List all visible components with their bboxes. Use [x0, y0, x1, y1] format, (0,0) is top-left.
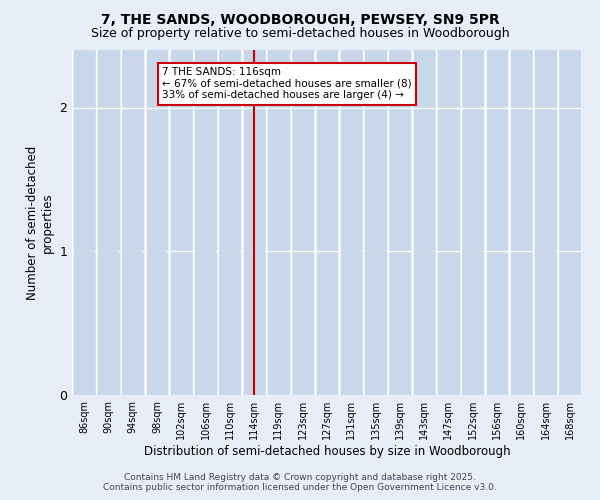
- Bar: [146, 251, 167, 395]
- Bar: [195, 50, 216, 395]
- Bar: [268, 50, 289, 395]
- Y-axis label: Number of semi-detached
properties: Number of semi-detached properties: [26, 146, 53, 300]
- Bar: [317, 50, 337, 395]
- Bar: [74, 50, 95, 395]
- Bar: [535, 251, 556, 395]
- Bar: [462, 50, 483, 395]
- Bar: [365, 251, 386, 395]
- Text: Contains HM Land Registry data © Crown copyright and database right 2025.
Contai: Contains HM Land Registry data © Crown c…: [103, 473, 497, 492]
- Bar: [414, 50, 434, 395]
- Bar: [244, 251, 265, 395]
- Text: 7, THE SANDS, WOODBOROUGH, PEWSEY, SN9 5PR: 7, THE SANDS, WOODBOROUGH, PEWSEY, SN9 5…: [101, 12, 499, 26]
- Bar: [98, 251, 119, 395]
- Bar: [171, 50, 192, 395]
- Bar: [195, 251, 216, 395]
- Bar: [365, 50, 386, 395]
- Bar: [559, 50, 580, 395]
- Bar: [244, 50, 265, 395]
- Bar: [389, 50, 410, 395]
- Bar: [511, 50, 532, 395]
- Bar: [487, 50, 508, 395]
- Bar: [438, 50, 459, 395]
- Bar: [414, 251, 434, 395]
- Bar: [122, 50, 143, 395]
- Bar: [98, 50, 119, 395]
- Bar: [341, 50, 362, 395]
- X-axis label: Distribution of semi-detached houses by size in Woodborough: Distribution of semi-detached houses by …: [143, 445, 511, 458]
- Bar: [122, 251, 143, 395]
- Bar: [535, 50, 556, 395]
- Bar: [220, 50, 240, 395]
- Bar: [146, 50, 167, 395]
- Text: Size of property relative to semi-detached houses in Woodborough: Size of property relative to semi-detach…: [91, 28, 509, 40]
- Bar: [462, 251, 483, 395]
- Bar: [220, 251, 240, 395]
- Bar: [74, 251, 95, 395]
- Bar: [292, 50, 313, 395]
- Text: 7 THE SANDS: 116sqm
← 67% of semi-detached houses are smaller (8)
33% of semi-de: 7 THE SANDS: 116sqm ← 67% of semi-detach…: [162, 67, 412, 100]
- Bar: [341, 251, 362, 395]
